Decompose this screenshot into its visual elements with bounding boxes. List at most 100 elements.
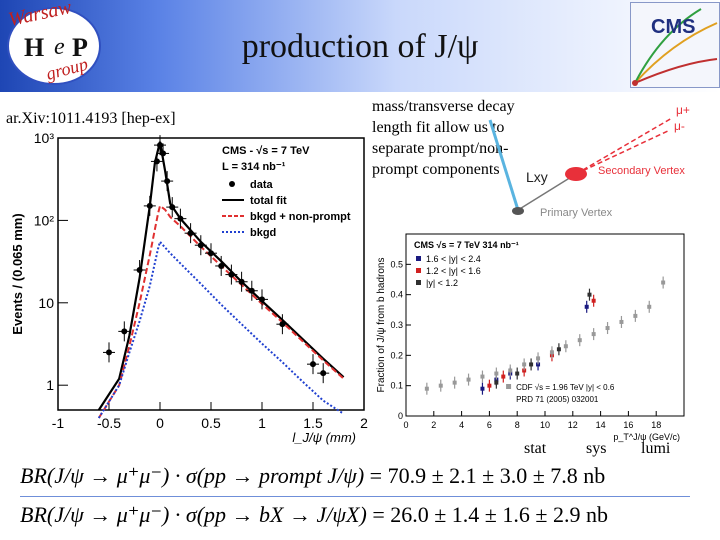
legend-entry: bkgd + non-prompt [250,211,351,223]
slide-title: production of J/ψ [241,28,479,65]
data-point [228,271,235,278]
data-point [452,380,457,385]
data-point [587,292,592,297]
legend-swatch [416,268,421,273]
data-point [238,278,245,285]
y-tick-label: 0.5 [390,259,403,269]
data-point [522,362,527,367]
legend-header: CMS √s = 7 TeV 314 nb⁻¹ [414,240,519,250]
cms-logo-text: CMS [651,16,695,38]
data-point [160,150,167,157]
y-axis-label: Events / (0.065 mm) [10,213,25,334]
data-point [515,371,520,376]
data-point [480,374,485,379]
data-point [187,230,194,237]
data-point [153,158,160,165]
lumi-label: lumi [641,440,671,457]
data-point [619,319,624,324]
data-point [259,296,265,303]
y-tick-label: 0.2 [390,350,403,360]
legend-swatch [416,280,421,285]
muon-plus-label: μ+ [676,103,690,117]
x-tick-label: 0 [403,420,408,430]
beam-line [488,119,520,211]
muon-plus-track [575,117,673,175]
y-tick-label: 0.1 [390,381,403,391]
plot-frame [405,233,685,417]
primary-vertex-marker [512,207,524,215]
legend-swatch [416,256,421,261]
data-point [647,304,652,309]
decay-length-plot: -1 -0.5 0 0.5 1 1.5 2 1 10 10² 10³ Events / (0.065 … [8,128,372,448]
formula-2-rhs: = 26.0 ± 1.4 ± 1.6 ± 2.9 nb [372,502,608,527]
data-point [197,242,204,249]
secondary-vertex-label: Secondary Vertex [598,165,685,177]
data-point [424,386,429,391]
x-tick-label: 14 [596,420,606,430]
legend-entry: data [250,179,274,191]
x-tick-label: 0.5 [201,415,221,431]
legend-footer: PRD 71 (2005) 032001 [516,395,599,404]
legend-entry: 1.6 < |y| < 2.4 [426,254,481,264]
data-point [487,383,492,388]
data-point [605,326,610,331]
data-point [106,349,112,356]
y-tick-label: 1 [46,377,54,393]
legend-entry: |y| < 1.2 [426,278,458,288]
primary-vertex-label: Primary Vertex [540,207,613,219]
data-point [136,267,143,274]
data-point [310,361,316,368]
x-tick-label: 18 [651,420,661,430]
data-point [529,362,534,367]
y-tick-label: 0 [398,411,403,421]
x-tick-label: 4 [459,420,464,430]
data-point [218,262,225,269]
data-point [501,374,506,379]
data-point [508,368,513,373]
muon-minus-track [575,129,671,175]
svg-text:H: H [24,33,44,62]
muon-minus-label: μ- [674,119,685,133]
data-point [591,332,596,337]
lxy-label: Lxy [526,169,548,185]
data-point [591,298,596,303]
legend-footer: CDF √s = 1.96 TeV |y| < 0.6 [516,383,615,392]
y-tick-label: 10² [34,212,55,228]
legend-header: CMS - √s = 7 TeV [222,145,310,157]
data-point [157,142,163,149]
y-tick-label: 10³ [34,130,55,146]
x-tick-label: 0 [156,415,164,431]
formula-1-rhs: = 70.9 ± 2.1 ± 3.0 ± 7.8 nb [369,463,606,488]
formula-divider [20,496,690,497]
x-tick-label: 1 [258,415,266,431]
legend-entry: total fit [250,195,287,207]
data-point [177,215,184,222]
data-point [577,338,582,343]
x-axis-label: l_J/ψ (mm) [292,430,356,445]
description: mass/transverse decay length fit allow u… [372,98,515,178]
data-point [208,250,214,257]
y-tick-label: 0.3 [390,320,403,330]
x-tick-label: 1.5 [303,415,323,431]
x-axis-label: p_T^J/ψ (GeV/c) [613,432,680,442]
y-tick-label: 0.4 [390,290,403,300]
x-tick-label: 2 [431,420,436,430]
data-point [556,347,561,352]
data-point [494,380,499,385]
y-axis-label: Fraction of J/ψ from b hadrons [376,258,387,393]
prompt-cross-section-formula: BR(J/ψ → μ⁺μ⁻) · σ(pp → prompt J/ψ) = 70… [20,463,710,489]
data-point [494,371,499,376]
secondary-vertex-marker [565,167,587,181]
data-point [146,202,153,209]
x-tick-label: 6 [487,420,492,430]
data-point [164,178,171,185]
data-point [279,321,286,328]
x-tick-label: 16 [623,420,633,430]
reference: ar.Xiv:1011.4193 [hep-ex] [6,110,176,127]
legend-header: L = 314 nb⁻¹ [222,161,286,173]
data-point [549,350,554,355]
formula-1-lhs: BR(J/ψ → μ⁺μ⁻) · σ(pp → prompt J/ψ) [20,463,365,488]
data-point [536,362,541,367]
x-tick-label: 2 [360,415,368,431]
data-point [121,328,128,335]
